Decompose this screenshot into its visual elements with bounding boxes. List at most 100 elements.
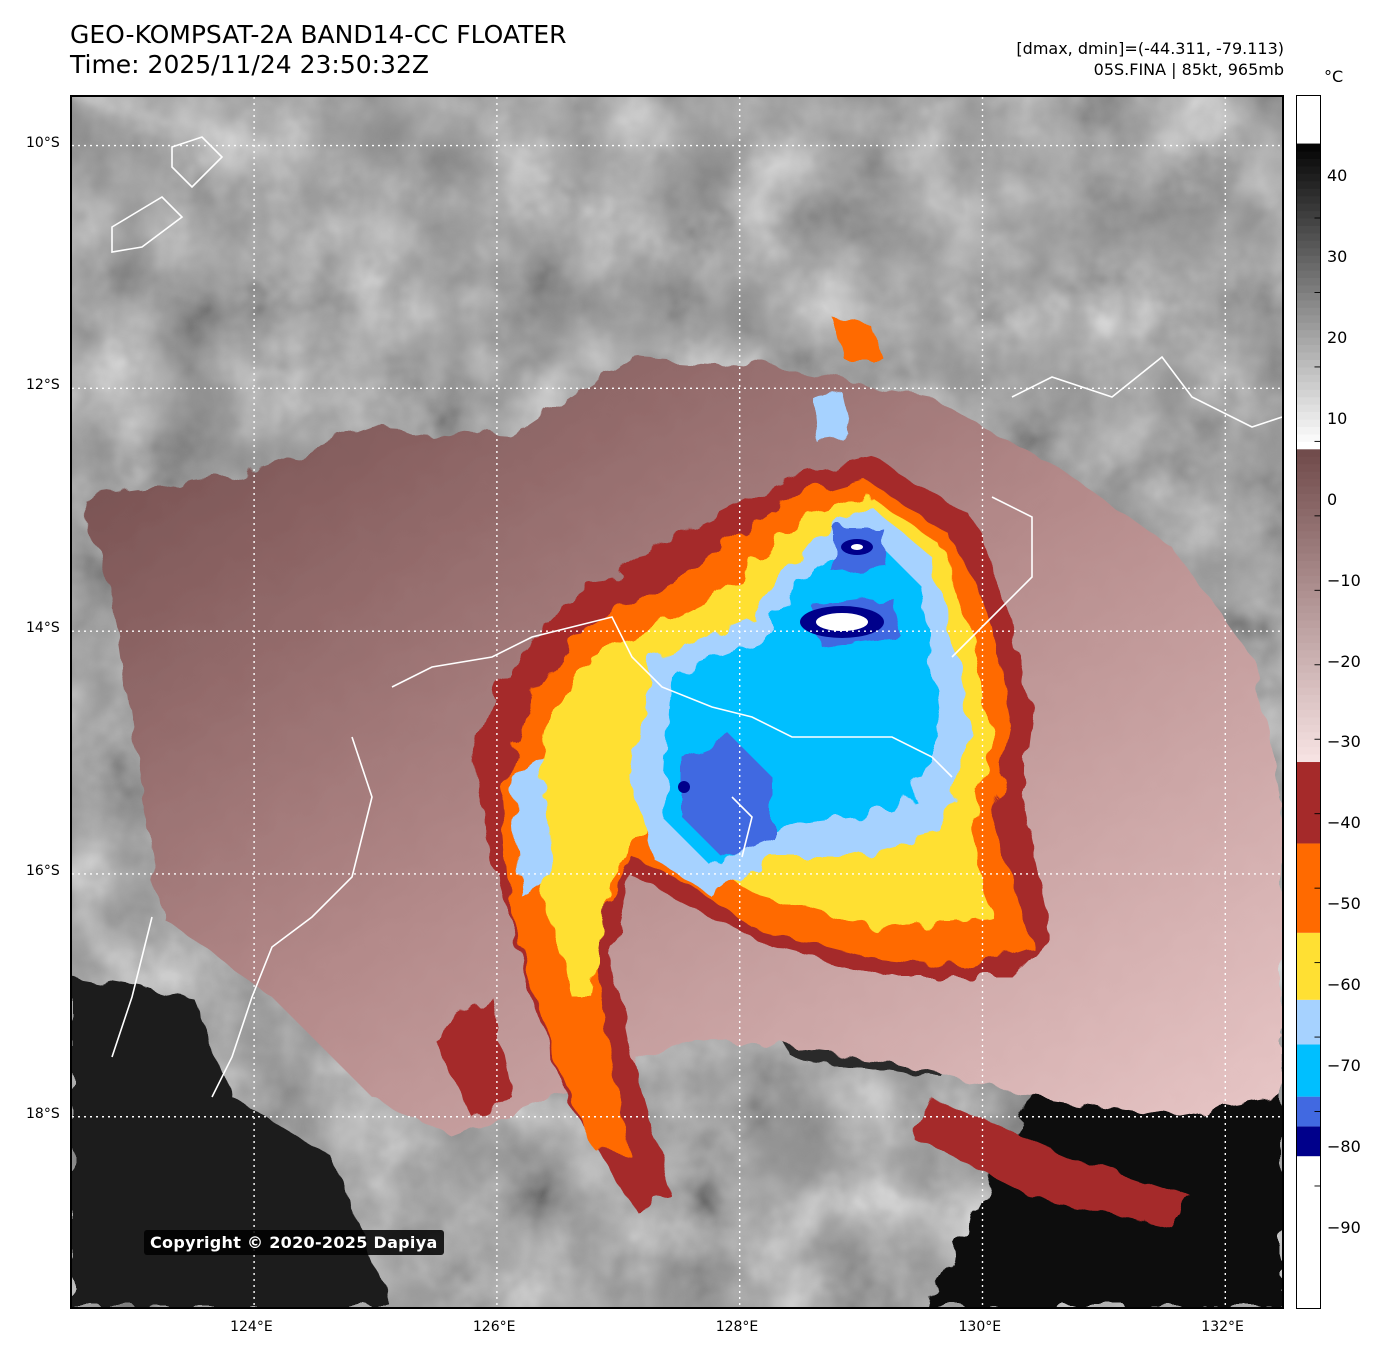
colorbar-segment (1297, 463, 1320, 472)
satellite-image (72, 97, 1282, 1307)
colorbar-segment (1297, 575, 1320, 584)
colorbar-segment (1297, 352, 1320, 360)
colorbar-segment (1297, 672, 1320, 681)
colorbar-segment (1297, 158, 1320, 167)
colorbar-segment (1297, 448, 1320, 457)
colorbar-segment (1297, 433, 1320, 442)
colorbar-segment (1297, 218, 1320, 226)
colorbar-segment (1297, 180, 1320, 189)
colorbar-segment (1297, 262, 1320, 271)
colorbar-segment (1297, 232, 1320, 241)
colorbar-segment (1297, 225, 1320, 234)
colorbar-segment (1297, 679, 1320, 688)
colorbar-segment (1297, 486, 1320, 494)
copyright-label: Copyright © 2020-2025 Dapiya (144, 1230, 444, 1255)
lon-tick-label: 126°E (472, 1319, 516, 1335)
colorbar-tick-label: −90 (1327, 1218, 1361, 1238)
colorbar-segment (1297, 307, 1320, 316)
colorbar-segment (1297, 538, 1320, 547)
colorbar-segment (1297, 612, 1320, 621)
colorbar-segment (1297, 724, 1320, 733)
band-minus-85-cores (678, 539, 884, 793)
colorbar-segment (1297, 151, 1320, 159)
lat-tick-label: 10°S (26, 134, 60, 151)
colorbar-segment (1297, 322, 1320, 331)
colorbar-segment (1297, 366, 1320, 375)
colorbar-segment (1297, 314, 1320, 323)
colorbar-tick-label: 30 (1327, 246, 1348, 266)
storm-info: [dmax, dmin]=(-44.311, -79.113) 05S.FINA… (1016, 38, 1284, 80)
colorbar-segment (1297, 396, 1320, 405)
colorbar-tick-label: −40 (1327, 813, 1361, 833)
colorbar-segment (1297, 582, 1320, 591)
colorbar-segment (1297, 143, 1320, 152)
colorbar-segment (1297, 500, 1320, 509)
colorbar-segment (1297, 441, 1320, 450)
colorbar-tick-label: −60 (1327, 975, 1361, 995)
colorbar-segment (1297, 426, 1320, 435)
colorbar-segment (1297, 247, 1320, 256)
colorbar-segment (1297, 709, 1320, 718)
colorbar-band (1297, 843, 1320, 933)
colorbar-segment (1297, 344, 1320, 353)
title-line-1: GEO-KOMPSAT-2A BAND14-CC FLOATER (70, 20, 567, 49)
colorbar-segment (1297, 523, 1320, 532)
colorbar-segment (1297, 642, 1320, 651)
lat-tick-label: 18°S (26, 1105, 60, 1122)
colorbar-segment (1297, 634, 1320, 643)
colorbar-tick-label: 40 (1327, 165, 1348, 185)
colorbar-band (1297, 1156, 1320, 1261)
colorbar-segment (1297, 560, 1320, 569)
colorbar-segment (1297, 649, 1320, 658)
colorbar-band (1297, 1126, 1320, 1157)
colorbar-segment (1297, 165, 1320, 174)
colorbar-segment (1297, 456, 1320, 465)
colorbar-tick-label: −70 (1327, 1056, 1361, 1076)
colorbar-tick-label: −80 (1327, 1137, 1361, 1157)
colorbar-segment (1297, 493, 1320, 502)
colorbar-segment (1297, 359, 1320, 368)
colorbar-segment (1297, 240, 1320, 249)
lon-tick-label: 128°E (715, 1319, 759, 1335)
colorbar-segment (1297, 419, 1320, 427)
colorbar-segment (1297, 277, 1320, 286)
title-line-2: Time: 2025/11/24 23:50:32Z (70, 50, 429, 79)
colorbar-segment (1297, 337, 1320, 346)
colorbar-segment (1297, 731, 1320, 740)
colorbar-segment (1297, 530, 1320, 539)
colorbar-segment (1297, 597, 1320, 606)
colorbar-segment (1297, 716, 1320, 725)
colorbar-band (1297, 932, 1320, 1000)
lat-tick-label: 14°S (26, 620, 60, 637)
storm-name-intensity: 05S.FINA | 85kt, 965mb (1093, 60, 1284, 79)
colorbar-segment (1297, 605, 1320, 614)
colorbar-segment (1297, 471, 1320, 480)
colorbar-segment (1297, 627, 1320, 636)
colorbar-segment (1297, 545, 1320, 554)
colorbar-segment (1297, 210, 1320, 219)
colorbar-segment (1297, 381, 1320, 390)
lon-tick-label: 132°E (1201, 1319, 1244, 1335)
colorbar-segment (1297, 590, 1320, 599)
satellite-map[interactable]: Copyright © 2020-2025 Dapiya (70, 95, 1284, 1309)
colorbar-segment (1297, 515, 1320, 524)
colorbar-segment (1297, 285, 1320, 293)
colorbar-segment (1297, 553, 1320, 561)
colorbar-segment (1297, 508, 1320, 517)
colorbar-segment (1297, 195, 1320, 204)
colorbar-band (1297, 1044, 1320, 1097)
colorbar-segment (1297, 687, 1320, 696)
colorbar-tick-label: 10 (1327, 408, 1348, 428)
colorbar-segment (1297, 567, 1320, 576)
colorbar-tick-label: 0 (1327, 489, 1338, 509)
coastlines (111, 136, 1282, 1098)
lon-tick-label: 124°E (230, 1319, 273, 1335)
lon-tick-label: 130°E (958, 1319, 1002, 1335)
colorbar-segment (1297, 203, 1320, 212)
lat-tick-label: 12°S (26, 377, 60, 394)
colorbar-segment (1297, 664, 1320, 673)
colorbar-segment (1297, 188, 1320, 197)
colorbar-tick-label: −20 (1327, 651, 1361, 671)
colorbar-tick-label: −50 (1327, 894, 1361, 914)
colorbar-segment (1297, 657, 1320, 666)
